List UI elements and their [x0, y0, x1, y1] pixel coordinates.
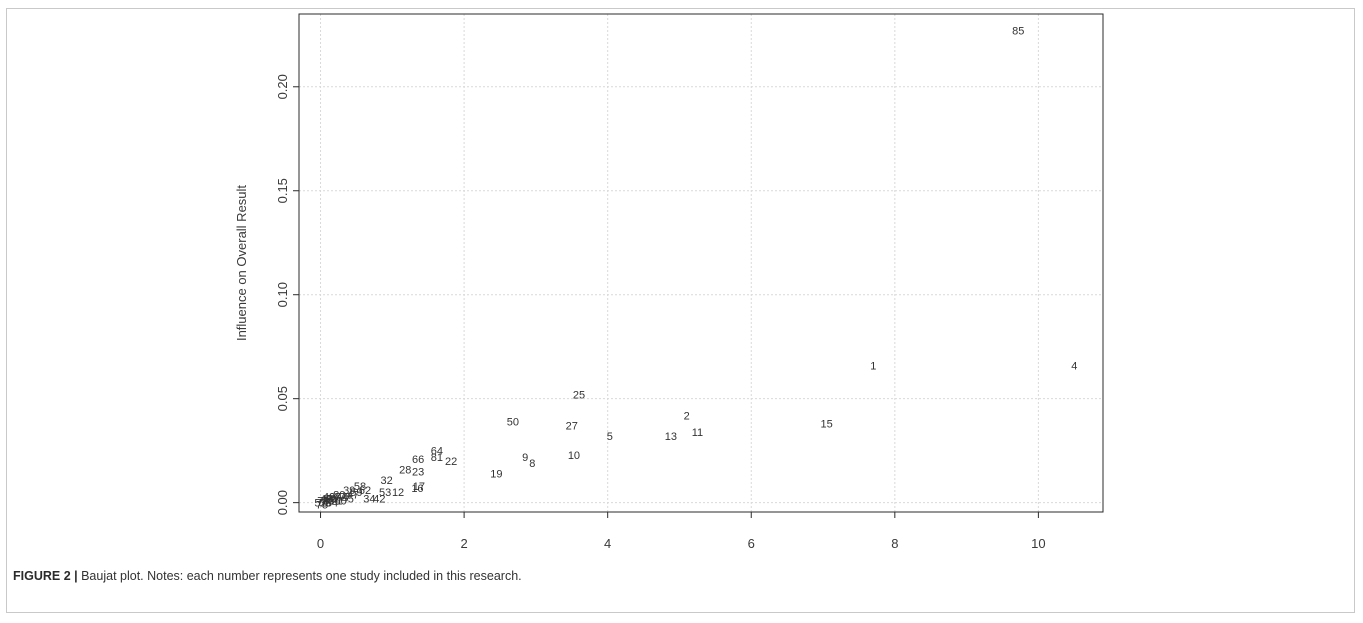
study-point-label: 50	[507, 417, 519, 429]
study-point-label: 15	[821, 419, 833, 431]
study-point-label: 8	[529, 458, 535, 470]
study-point-label: 36	[322, 496, 334, 508]
study-point-label: 40	[323, 491, 335, 503]
x-tick-label: 2	[460, 536, 467, 551]
study-point-label: 11	[692, 427, 703, 439]
study-point-label: 27	[566, 421, 578, 433]
study-point-label: 25	[573, 390, 585, 402]
study-point-label: 10	[568, 450, 580, 462]
grid-lines	[299, 14, 1103, 512]
study-point-label: 73	[317, 496, 329, 508]
study-point-label: 48	[320, 493, 332, 505]
x-tick-label: 0	[317, 536, 324, 551]
study-point-label: 34	[363, 493, 375, 505]
study-point-label: 77	[339, 491, 351, 503]
y-tick-label: 0.20	[275, 74, 290, 99]
study-point-label: 16	[411, 483, 423, 495]
study-point-label: 55	[319, 498, 331, 510]
study-point-label: 52	[314, 498, 326, 510]
study-point-label: 32	[380, 475, 392, 487]
figure-caption: FIGURE 2 | Baujat plot. Notes: each numb…	[13, 569, 522, 583]
study-point-label: 81	[431, 452, 443, 464]
study-point-label: 13	[665, 431, 677, 443]
study-point-label: 9	[522, 452, 528, 464]
x-tick-label: 10	[1031, 536, 1045, 551]
study-point-label: 47	[347, 489, 359, 501]
figure-caption-text: Baujat plot. Notes: each number represen…	[77, 569, 522, 583]
x-tick-label: 8	[891, 536, 898, 551]
x-tick-label: 4	[604, 536, 611, 551]
study-point-label: 28	[399, 464, 411, 476]
y-tick-label: 0.00	[275, 490, 290, 515]
study-point-label: 4	[1071, 360, 1077, 372]
y-tick-label: 0.15	[275, 178, 290, 203]
study-point-label: 12	[392, 487, 404, 499]
study-point-label: 45	[342, 493, 354, 505]
y-axis-label: Influence on Overall Result	[234, 185, 249, 341]
study-point-label: 71	[330, 496, 342, 508]
study-point-label: 39	[343, 485, 355, 497]
study-point-label: 58	[354, 481, 366, 493]
study-point-label: 75	[316, 500, 328, 512]
study-point-label: 80	[333, 489, 345, 501]
study-point-label: 17	[413, 481, 425, 493]
study-point-label: 5	[607, 431, 613, 443]
x-tick-label: 6	[748, 536, 755, 551]
study-point-label: 85	[1012, 26, 1024, 38]
axes: 0 2 4 6 8 10 0.00 0.05 0.10 0.15 0.20	[275, 74, 1046, 551]
study-point-label: 62	[359, 485, 371, 497]
study-point-label: 2	[684, 410, 690, 422]
study-point-label: 22	[445, 456, 457, 468]
study-point-label: 60	[335, 496, 347, 508]
study-point-label: 23	[412, 466, 424, 478]
study-point-label: 84	[326, 498, 338, 510]
y-tick-label: 0.05	[275, 386, 290, 411]
study-point-label: 53	[379, 487, 391, 499]
study-point-label: 69	[324, 493, 336, 505]
study-point-label: 42	[373, 493, 385, 505]
figure-caption-label: FIGURE 2 |	[13, 569, 78, 583]
plot-area	[298, 13, 1104, 513]
study-point-label: 1	[870, 360, 876, 372]
study-point-label: 64	[431, 446, 443, 458]
y-tick-label: 0.10	[275, 282, 290, 307]
study-point-label: 44	[336, 491, 348, 503]
study-point-label: 31	[327, 493, 339, 505]
study-point-label: 67	[329, 491, 341, 503]
study-point-label: 66	[412, 454, 424, 466]
study-point-label: 19	[490, 469, 502, 481]
study-point-label: 59	[350, 487, 362, 499]
